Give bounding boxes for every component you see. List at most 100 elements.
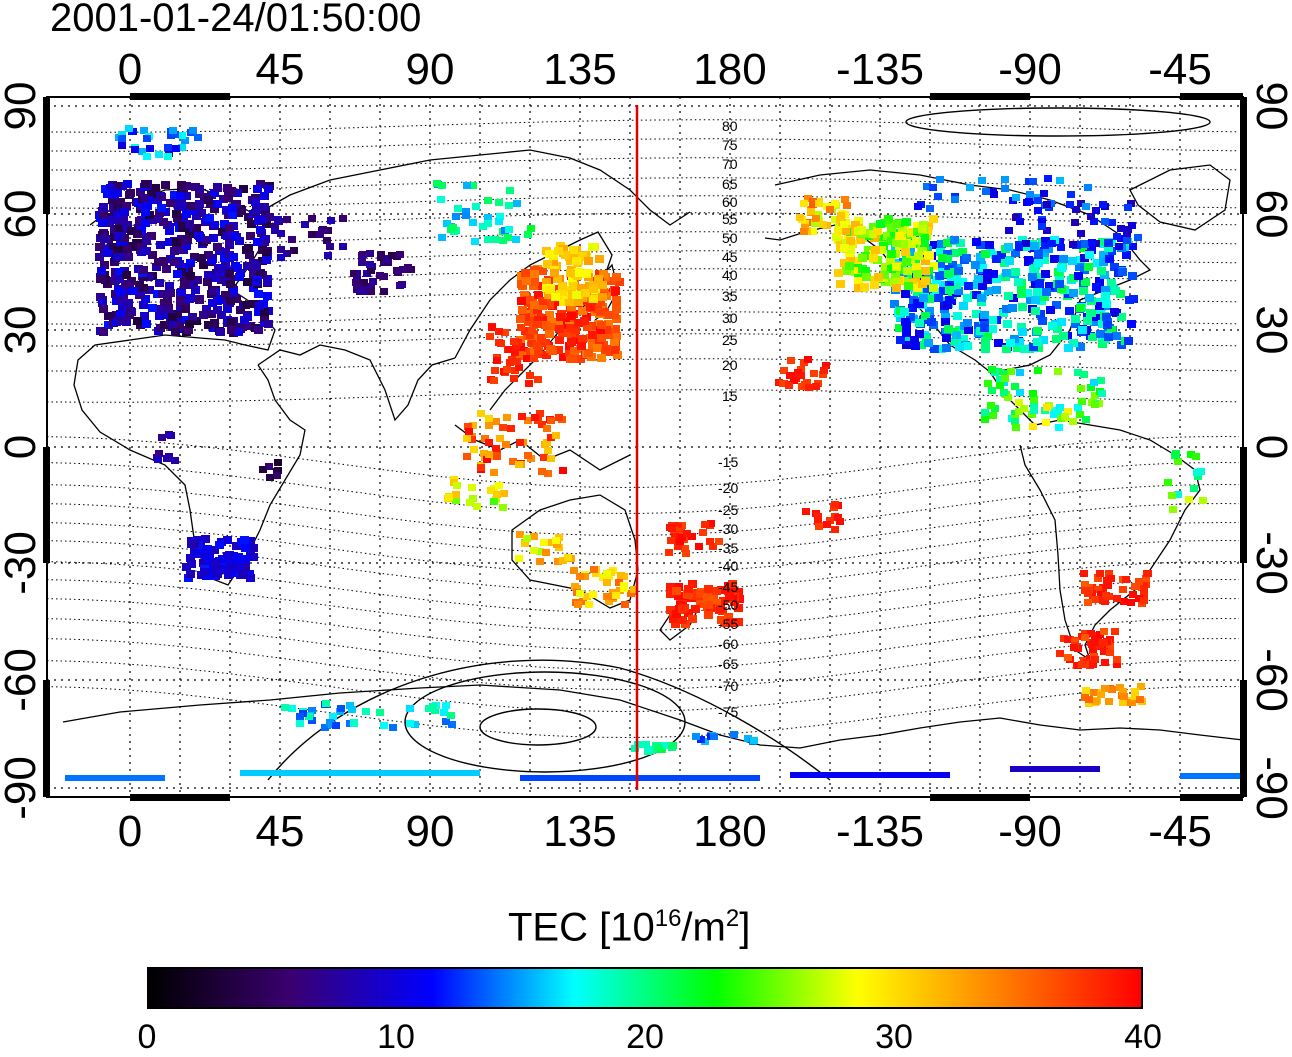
tec-pixel bbox=[140, 127, 148, 134]
tec-pixel bbox=[1117, 225, 1125, 232]
tec-pixel bbox=[1067, 191, 1075, 198]
tec-pixel bbox=[900, 308, 909, 316]
tec-pixel bbox=[517, 280, 526, 288]
tec-pixel bbox=[574, 601, 582, 608]
tec-strip bbox=[1180, 773, 1240, 779]
tec-pixel bbox=[1044, 175, 1052, 182]
tec-pixel bbox=[217, 276, 226, 284]
tec-pixel bbox=[831, 501, 839, 508]
tec-pixel bbox=[191, 286, 200, 294]
tec-pixel bbox=[712, 599, 721, 607]
contour-line bbox=[47, 157, 1240, 171]
tec-pixel bbox=[151, 184, 160, 192]
tec-pixel bbox=[188, 313, 197, 321]
tec-pixel bbox=[213, 243, 222, 251]
contour-label: 20 bbox=[722, 357, 738, 373]
tec-pixel bbox=[252, 206, 261, 214]
tec-pixel bbox=[263, 292, 272, 300]
tec-pixel bbox=[1012, 424, 1020, 431]
tec-pixel bbox=[1061, 413, 1069, 420]
tec-pixel bbox=[915, 319, 924, 327]
tec-pixel bbox=[887, 265, 896, 273]
tec-pixel bbox=[283, 250, 291, 257]
tec-pixel bbox=[353, 286, 361, 293]
tec-pixel bbox=[929, 184, 937, 191]
tec-pixel bbox=[712, 587, 721, 595]
tec-pixel bbox=[750, 737, 758, 744]
tec-pixel bbox=[1081, 278, 1090, 286]
tec-pixel bbox=[929, 262, 938, 270]
tec-pixel bbox=[561, 251, 570, 259]
tec-pixel bbox=[804, 356, 812, 363]
tec-pixel bbox=[942, 334, 951, 342]
tec-pixel bbox=[963, 319, 972, 327]
tec-pixel bbox=[567, 303, 576, 311]
tec-pixel bbox=[595, 255, 604, 263]
tec-pixel bbox=[540, 454, 548, 461]
tec-pixel bbox=[602, 345, 611, 353]
tec-pixel bbox=[1040, 293, 1049, 301]
tec-pixel bbox=[216, 328, 225, 336]
tec-pixel bbox=[864, 246, 873, 254]
tec-pixel bbox=[493, 357, 501, 364]
tec-pixel bbox=[809, 228, 817, 235]
tec-pixel bbox=[1081, 634, 1089, 641]
tec-pixel bbox=[153, 290, 162, 298]
tec-pixel bbox=[521, 540, 529, 547]
tec-pixel bbox=[516, 315, 525, 323]
contour-line bbox=[47, 212, 1240, 226]
tec-pixel bbox=[169, 127, 177, 134]
tec-pixel bbox=[139, 284, 148, 292]
tec-pixel bbox=[826, 517, 834, 524]
tec-pixel bbox=[541, 339, 550, 347]
tec-pixel bbox=[630, 586, 638, 593]
tec-pixel bbox=[526, 332, 534, 339]
tec-pixel bbox=[323, 237, 331, 244]
tec-pixel bbox=[380, 722, 388, 729]
tec-pixel bbox=[1068, 257, 1077, 265]
tec-pixel bbox=[854, 277, 863, 285]
pole-contours bbox=[267, 107, 1211, 781]
tec-pixel bbox=[1016, 389, 1024, 396]
tec-pixel bbox=[681, 545, 689, 552]
tec-pixel bbox=[1054, 368, 1062, 375]
tec-pixel bbox=[536, 282, 545, 290]
tec-pixel bbox=[470, 446, 478, 453]
tec-pixel bbox=[194, 134, 202, 141]
tec-pixel bbox=[235, 273, 244, 281]
tec-pixel bbox=[481, 435, 489, 442]
tec-pixel bbox=[582, 270, 591, 278]
tec-pixel bbox=[225, 241, 234, 249]
tec-pixel bbox=[1115, 243, 1123, 250]
tec-pixel bbox=[983, 332, 992, 340]
tec-pixel bbox=[1052, 301, 1061, 309]
tec-pixel bbox=[116, 289, 125, 297]
tec-pixel bbox=[567, 290, 576, 298]
tec-pixel bbox=[433, 180, 441, 187]
tec-pixel bbox=[890, 278, 899, 286]
tec-pixel bbox=[199, 261, 208, 269]
tec-pixel bbox=[572, 257, 581, 265]
tec-pixel bbox=[672, 587, 681, 595]
tec-pixel bbox=[202, 236, 211, 244]
tec-pixel bbox=[1057, 264, 1066, 272]
tec-pixel bbox=[1122, 251, 1131, 259]
tec-pixel bbox=[191, 183, 200, 191]
tec-pixel bbox=[1074, 272, 1083, 280]
contour-line bbox=[47, 231, 1240, 245]
tec-pixel bbox=[277, 254, 285, 261]
tec-pixel bbox=[534, 376, 542, 383]
tec-pixel bbox=[207, 310, 216, 318]
tec-pixel bbox=[1041, 237, 1050, 245]
tec-pixel bbox=[536, 548, 544, 555]
tec-pixel bbox=[1098, 390, 1106, 397]
tec-pixel bbox=[570, 567, 578, 574]
tec-pixel bbox=[125, 311, 134, 319]
tec-pixel bbox=[318, 227, 326, 234]
tec-pixel bbox=[157, 305, 166, 313]
tec-pixel bbox=[524, 452, 532, 459]
tec-pixel bbox=[135, 217, 144, 225]
tec-pixel bbox=[1144, 570, 1152, 577]
right-tick: 90 bbox=[1247, 82, 1292, 131]
tec-pixel bbox=[669, 615, 678, 623]
